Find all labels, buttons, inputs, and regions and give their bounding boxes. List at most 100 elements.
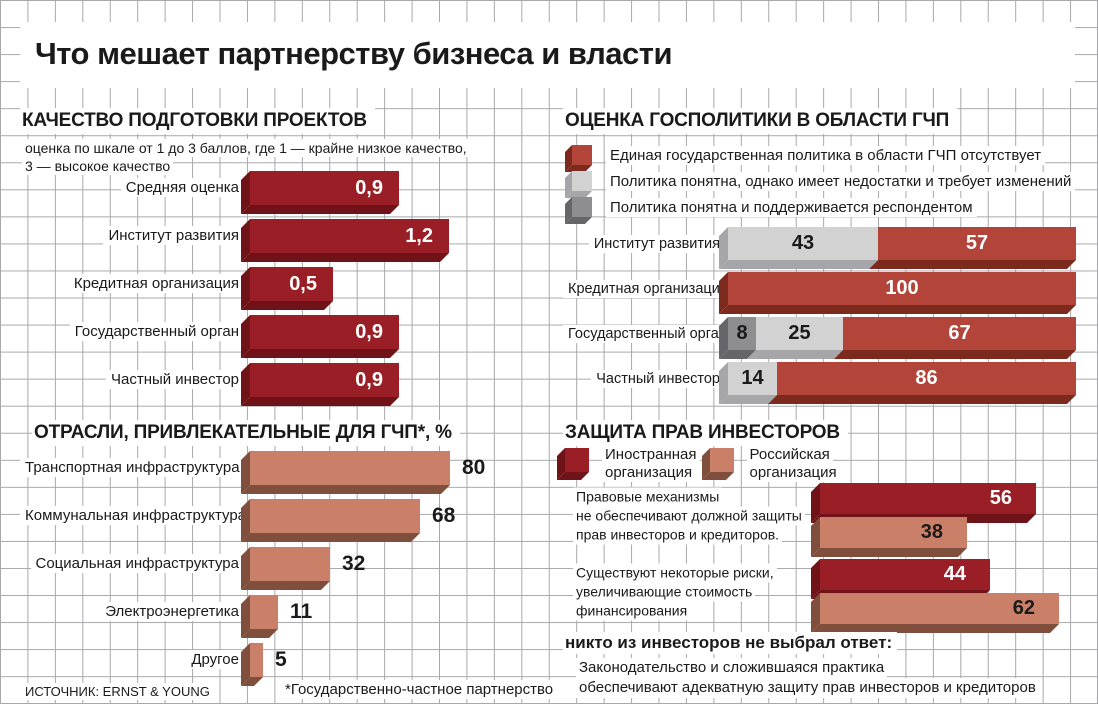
value-label: 0,5 bbox=[289, 272, 317, 295]
legend-investors: Иностранная организация Российская орган… bbox=[565, 446, 840, 482]
category-label: Государственный орган bbox=[563, 324, 732, 343]
legend-label: Единая государственная политика в област… bbox=[606, 145, 1046, 165]
section-title-quality: КАЧЕСТВО ПОДГОТОВКИ ПРОЕКТОВ bbox=[20, 108, 375, 134]
bar-segment: 1,2 bbox=[250, 219, 449, 253]
group-label: Существуют некоторые риски, увеличивающие… bbox=[573, 563, 777, 620]
category-label: Частный инвестор bbox=[563, 369, 725, 388]
value-label: 32 bbox=[342, 552, 366, 575]
value-label: 44 bbox=[943, 563, 966, 585]
bar-segment: 0,9 bbox=[250, 171, 399, 205]
bar-row: Частный инвестор 14 86 bbox=[563, 356, 1098, 401]
bar-row: Коммунальная инфраструктура 68 bbox=[20, 492, 557, 540]
no-answer-heading: никто из инвесторов не выбрал ответ: bbox=[563, 632, 898, 654]
legend-swatch-darkgray-icon bbox=[572, 197, 592, 217]
bar-segment: 25 bbox=[756, 317, 843, 350]
category-label: Социальная инфраструктура bbox=[20, 554, 244, 573]
bar-row: Другое 5 bbox=[20, 636, 557, 684]
stacked-bar: 100 bbox=[728, 272, 1076, 305]
stacked-bar: 14 86 bbox=[728, 362, 1076, 395]
subtitle-line: оценка по шкале от 1 до 3 баллов, где 1 … bbox=[22, 139, 470, 157]
bar-segment: 0,9 bbox=[250, 315, 399, 349]
category-label: Электроэнергетика bbox=[20, 602, 244, 621]
bar: 5 bbox=[250, 643, 287, 677]
value-label: 38 bbox=[920, 521, 943, 543]
legend-label: Политика понятна, однако имеет недостатк… bbox=[606, 171, 1076, 191]
bar-segment bbox=[250, 595, 278, 629]
footnote: *Государственно-частное партнерство bbox=[280, 680, 559, 699]
bar-segment: 86 bbox=[777, 362, 1076, 395]
panel-investor-rights: ЗАЩИТА ПРАВ ИНВЕСТОРОВ Иностранная орган… bbox=[563, 420, 1098, 703]
bar-segment: 56 bbox=[820, 483, 1036, 514]
legend-label: Российская организация bbox=[746, 446, 840, 482]
value-label: 1,2 bbox=[405, 224, 433, 247]
bar-row: Электроэнергетика 11 bbox=[20, 588, 557, 636]
value-label: 25 bbox=[788, 322, 811, 344]
bar-row: Социальная инфраструктура 32 bbox=[20, 540, 557, 588]
value-label: 14 bbox=[741, 367, 764, 389]
value-label: 80 bbox=[462, 456, 486, 479]
bar-segment: 38 bbox=[820, 517, 967, 548]
stacked-bar-chart-policy: Институт развития 43 57 Кредитная организац… bbox=[563, 221, 1098, 401]
value-label: 57 bbox=[965, 232, 989, 254]
legend-swatch-brick-icon bbox=[572, 145, 592, 165]
value-label: 62 bbox=[1012, 597, 1035, 619]
bar-segment: 44 bbox=[820, 559, 990, 590]
value-label: 43 bbox=[791, 232, 815, 254]
legend-item: Единая государственная политика в област… bbox=[572, 142, 1075, 168]
value-label: 56 bbox=[989, 487, 1012, 509]
value-label: 68 bbox=[432, 504, 456, 527]
bar-row: Кредитная организация 100 bbox=[563, 266, 1098, 311]
bar: 11 bbox=[250, 595, 312, 629]
bar-segment: 0,9 bbox=[250, 363, 399, 397]
value-label: 0,9 bbox=[355, 368, 383, 391]
bar: 0,9 bbox=[250, 315, 399, 349]
bar-row: Частный инвестор 0,9 bbox=[20, 356, 557, 404]
category-label: Коммунальная инфраструктура bbox=[20, 506, 252, 525]
stacked-bar: 8 25 67 bbox=[728, 317, 1076, 350]
bar: 68 bbox=[250, 499, 455, 533]
panel-state-policy: ОЦЕНКА ГОСПОЛИТИКИ В ОБЛАСТИ ГЧП Единая … bbox=[563, 108, 1098, 420]
category-label: Средняя оценка bbox=[20, 178, 244, 197]
no-answer-text: Законодательство и сложившаяся практика … bbox=[576, 658, 1039, 698]
bar-segment: 43 bbox=[728, 227, 878, 260]
bar-segment bbox=[250, 643, 263, 677]
grouped-bar-chart-investors: Правовые механизмы не обеспечивают должно… bbox=[563, 483, 1098, 635]
bar: 62 bbox=[820, 593, 1059, 624]
value-label: 11 bbox=[290, 600, 313, 623]
section-title-industries: ОТРАСЛИ, ПРИВЛЕКАТЕЛЬНЫЕ ДЛЯ ГЧП*, % bbox=[32, 420, 460, 446]
legend-policy: Единая государственная политика в област… bbox=[572, 142, 1076, 220]
bar-group: Существуют некоторые риски, увеличивающие… bbox=[563, 559, 1098, 624]
panel-project-quality: КАЧЕСТВО ПОДГОТОВКИ ПРОЕКТОВ оценка по ш… bbox=[20, 108, 557, 420]
bar-segment: 62 bbox=[820, 593, 1059, 624]
bar: 0,9 bbox=[250, 363, 399, 397]
group-bars: 56 38 bbox=[820, 483, 1036, 551]
bar: 80 bbox=[250, 451, 485, 485]
bar-row: Государственный орган 0,9 bbox=[20, 308, 557, 356]
legend-item: Политика понятна и поддерживается респон… bbox=[572, 194, 1075, 220]
group-label: Правовые механизмы не обеспечивают должно… bbox=[573, 487, 805, 544]
bar-row: Государственный орган 8 25 67 bbox=[563, 311, 1098, 356]
value-label: 5 bbox=[275, 648, 287, 671]
legend-item: Политика понятна, однако имеет недостатк… bbox=[572, 168, 1076, 194]
category-label: Другое bbox=[20, 650, 244, 669]
value-label: 0,9 bbox=[355, 320, 383, 343]
bar-segment: 14 bbox=[728, 362, 777, 395]
page-title: Что мешает партнерству бизнеса и власти bbox=[35, 36, 673, 71]
category-label: Кредитная организация bbox=[563, 279, 733, 298]
bar: 38 bbox=[820, 517, 1036, 548]
category-label: Кредитная организация bbox=[20, 274, 244, 293]
category-label: Частный инвестор bbox=[20, 370, 244, 389]
category-label: Институт развития bbox=[563, 234, 725, 253]
bar: 1,2 bbox=[250, 219, 449, 253]
bar: 32 bbox=[250, 547, 365, 581]
value-label: 8 bbox=[736, 322, 748, 344]
value-label: 0,9 bbox=[355, 176, 383, 199]
value-label: 67 bbox=[948, 322, 971, 344]
bar: 44 bbox=[820, 559, 1059, 590]
section-title-policy: ОЦЕНКА ГОСПОЛИТИКИ В ОБЛАСТИ ГЧП bbox=[563, 108, 958, 134]
category-label: Транспортная инфраструктура bbox=[20, 458, 245, 477]
chart-subtitle: оценка по шкале от 1 до 3 баллов, где 1 … bbox=[22, 139, 470, 175]
bar-row: Кредитная организация 0,5 bbox=[20, 260, 557, 308]
legend-label: Иностранная организация bbox=[602, 446, 700, 482]
group-bars: 44 62 bbox=[820, 559, 1059, 627]
